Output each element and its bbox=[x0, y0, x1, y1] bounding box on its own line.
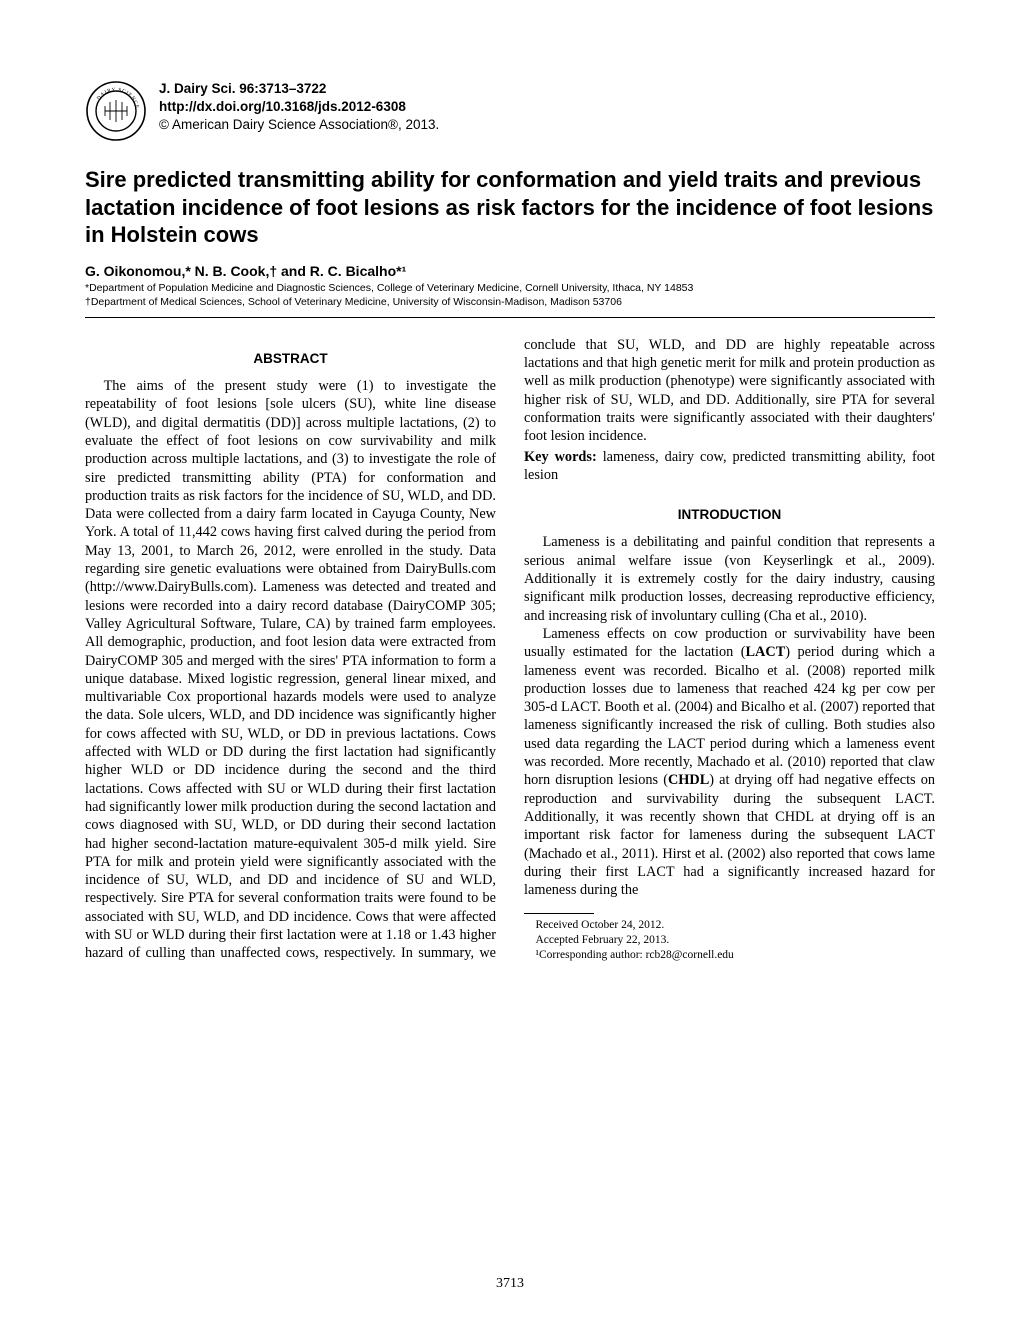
intro-p2b: ) period during which a lameness event w… bbox=[524, 644, 935, 788]
intro-paragraph-2: Lameness effects on cow production or su… bbox=[524, 625, 935, 899]
abbrev-lact: LACT bbox=[746, 644, 786, 660]
footnotes: Received October 24, 2012. Accepted Febr… bbox=[524, 918, 935, 963]
footnote-received: Received October 24, 2012. bbox=[524, 918, 935, 933]
affiliation-1: *Department of Population Medicine and D… bbox=[85, 281, 935, 295]
affiliations: *Department of Population Medicine and D… bbox=[85, 281, 935, 309]
footnote-accepted: Accepted February 22, 2013. bbox=[524, 933, 935, 948]
footnote-rule bbox=[524, 913, 594, 914]
journal-doi: http://dx.doi.org/10.3168/jds.2012-6308 bbox=[159, 98, 439, 116]
journal-logo-icon: DAIRY SCIENCE bbox=[85, 80, 147, 142]
article-title: Sire predicted transmitting ability for … bbox=[85, 166, 935, 249]
footnote-corresponding: ¹Corresponding author: rcb28@cornell.edu bbox=[524, 948, 935, 963]
introduction-heading: INTRODUCTION bbox=[524, 506, 935, 523]
abstract-heading: ABSTRACT bbox=[85, 350, 496, 367]
journal-citation: J. Dairy Sci. 96:3713–3722 bbox=[159, 80, 439, 98]
page-number: 3713 bbox=[0, 1276, 1020, 1292]
journal-info: J. Dairy Sci. 96:3713–3722 http://dx.doi… bbox=[159, 80, 439, 135]
header-rule bbox=[85, 317, 935, 318]
intro-paragraph-1: Lameness is a debilitating and painful c… bbox=[524, 533, 935, 624]
intro-p2c: ) at drying off had negative effects on … bbox=[524, 772, 935, 898]
affiliation-2: †Department of Medical Sciences, School … bbox=[85, 295, 935, 309]
header: DAIRY SCIENCE J. Dairy Sci. 96:3713–3722… bbox=[85, 80, 935, 142]
keywords: Key words: lameness, dairy cow, predicte… bbox=[524, 448, 935, 485]
abbrev-chdl: CHDL bbox=[668, 772, 709, 788]
keywords-label: Key words: bbox=[524, 449, 597, 465]
authors: G. Oikonomou,* N. B. Cook,† and R. C. Bi… bbox=[85, 263, 935, 279]
journal-copyright: © American Dairy Science Association®, 2… bbox=[159, 116, 439, 134]
body-columns: ABSTRACT The aims of the present study w… bbox=[85, 336, 935, 963]
